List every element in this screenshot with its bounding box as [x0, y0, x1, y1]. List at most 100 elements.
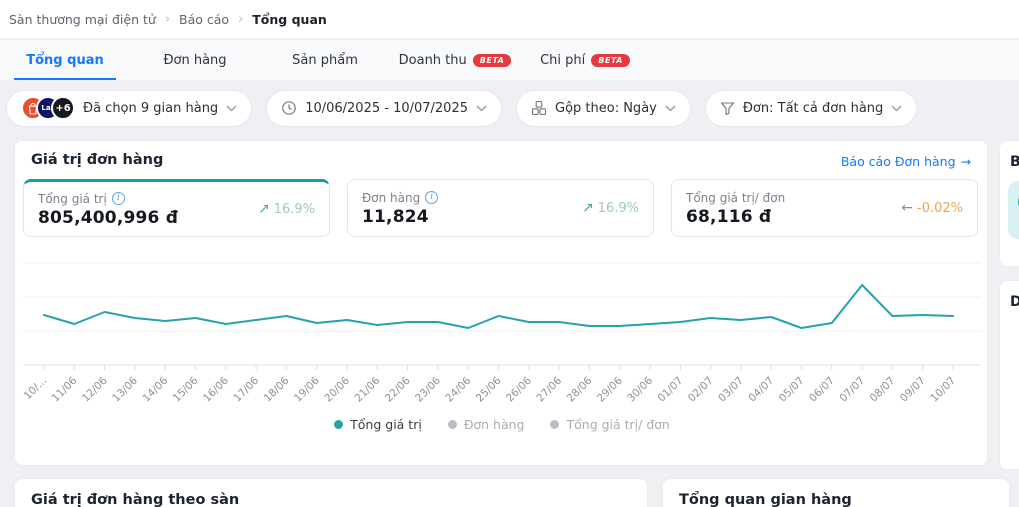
- svg-text:28/06: 28/06: [565, 374, 595, 404]
- value-by-marketplace-title: Giá trị đơn hàng theo sàn: [31, 492, 240, 507]
- svg-text:08/07: 08/07: [868, 375, 898, 405]
- svg-text:27/06: 27/06: [534, 374, 564, 404]
- svg-text:20/06: 20/06: [322, 374, 352, 404]
- svg-text:15/06: 15/06: [171, 374, 201, 404]
- breadcrumb-item-overview: Tổng quan: [252, 11, 327, 27]
- value-by-marketplace-panel: Giá trị đơn hàng theo sàn: [14, 478, 648, 507]
- legend-value-per-order-label: Tổng giá trị/ đơn: [566, 417, 670, 432]
- svg-text:07/07: 07/07: [837, 375, 867, 405]
- metric-value-per-order-label: Tổng giá trị/ đơn: [686, 190, 786, 205]
- info-icon[interactable]: i: [425, 191, 439, 204]
- tab-orders[interactable]: Đơn hàng: [130, 40, 260, 80]
- group-by-icon: [531, 100, 547, 115]
- report-tabs: Tổng quan Đơn hàng Sản phẩm Doanh thu BE…: [0, 40, 1019, 80]
- chevron-down-icon: [891, 104, 902, 112]
- svg-text:13/06: 13/06: [110, 374, 140, 404]
- svg-text:14/06: 14/06: [140, 374, 170, 404]
- order-report-link[interactable]: Báo cáo Đơn hàng →: [841, 154, 971, 169]
- order-report-link-label: Báo cáo Đơn hàng: [840, 154, 956, 169]
- shop-avatar-stack: Laz +6: [21, 96, 75, 120]
- metric-total-value: 805,400,996 đ: [38, 207, 179, 228]
- metric-card-value-per-order[interactable]: Tổng giá trị/ đơn 68,116 đ ← -0.02%: [671, 179, 978, 237]
- svg-text:04/07: 04/07: [746, 375, 776, 405]
- chevron-down-icon: [665, 104, 676, 112]
- svg-text:10/...: 10/...: [22, 375, 50, 403]
- svg-text:06/07: 06/07: [807, 375, 837, 405]
- legend-dot-icon: [334, 420, 344, 429]
- svg-text:10/07: 10/07: [928, 375, 958, 405]
- metric-value-per-order-value: 68,116 đ: [686, 206, 772, 227]
- metric-card-total-value[interactable]: Tổng giá trị i 805,400,996 đ ↗ 16.9%: [23, 179, 330, 237]
- right-panel-bottom: Da: [999, 280, 1019, 470]
- shops-overview-title: Tổng quan gian hàng: [679, 492, 852, 507]
- right-panel-top-title: Bá: [1010, 154, 1019, 170]
- tab-products[interactable]: Sản phẩm: [260, 40, 390, 80]
- tab-overview-label: Tổng quan: [26, 52, 104, 68]
- tab-revenue-label: Doanh thu: [398, 52, 467, 68]
- metric-orders-label: Đơn hàng: [362, 190, 421, 205]
- svg-text:22/06: 22/06: [383, 374, 413, 404]
- svg-text:16/06: 16/06: [201, 374, 231, 404]
- tab-revenue[interactable]: Doanh thu BETA: [390, 40, 520, 80]
- shop-selector-label: Đã chọn 9 gian hàng: [83, 100, 219, 116]
- tab-costs-label: Chi phí: [540, 52, 586, 68]
- legend-item-orders[interactable]: Đơn hàng: [447, 417, 524, 432]
- svg-text:17/06: 17/06: [231, 374, 261, 404]
- shops-overview-panel: Tổng quan gian hàng: [662, 478, 1010, 507]
- tab-costs[interactable]: Chi phí BETA: [520, 40, 650, 80]
- group-by-label: Gộp theo: Ngày: [555, 100, 657, 116]
- tab-overview[interactable]: Tổng quan: [0, 40, 130, 80]
- order-filter-label: Đơn: Tất cả đơn hàng: [742, 100, 884, 116]
- metric-total-value-label: Tổng giá trị: [38, 191, 107, 206]
- filter-bar: Laz +6 Đã chọn 9 gian hàng 10/06/2025 - …: [0, 80, 1019, 136]
- legend-item-value-per-order[interactable]: Tổng giá trị/ đơn: [550, 417, 670, 432]
- chart-legend: Tổng giá trị Đơn hàng Tổng giá trị/ đơn: [15, 417, 989, 432]
- legend-item-total-value[interactable]: Tổng giá trị: [334, 417, 422, 432]
- right-panel-bottom-title: Da: [1010, 294, 1019, 310]
- date-range-picker[interactable]: 10/06/2025 - 10/07/2025: [266, 89, 502, 127]
- order-filter-dropdown[interactable]: Đơn: Tất cả đơn hàng: [704, 89, 918, 127]
- breadcrumb-item-marketplace[interactable]: Sàn thương mại điện tử: [9, 11, 156, 27]
- svg-text:09/07: 09/07: [898, 375, 928, 405]
- breadcrumb-item-reports[interactable]: Báo cáo: [179, 11, 230, 27]
- metric-card-orders[interactable]: Đơn hàng i 11,824 ↗ 16.9%: [347, 179, 654, 237]
- svg-text:01/07: 01/07: [656, 375, 686, 405]
- svg-text:29/06: 29/06: [595, 374, 625, 404]
- date-range-value: 10/06/2025 - 10/07/2025: [305, 100, 468, 116]
- svg-text:23/06: 23/06: [413, 374, 443, 404]
- svg-text:21/06: 21/06: [353, 374, 383, 404]
- legend-dot-icon: [447, 420, 457, 429]
- shop-selector-dropdown[interactable]: Laz +6 Đã chọn 9 gian hàng: [6, 89, 253, 127]
- donut-chart-icon: [1008, 181, 1019, 239]
- svg-text:12/06: 12/06: [80, 374, 110, 404]
- svg-text:25/06: 25/06: [474, 374, 504, 404]
- legend-total-value-label: Tổng giá trị: [350, 417, 422, 432]
- breadcrumb-separator-icon: ›: [238, 11, 244, 27]
- more-shops-badge: +6: [51, 96, 75, 120]
- right-panel-top: Bá: [999, 140, 1019, 267]
- svg-text:03/07: 03/07: [716, 375, 746, 405]
- trend-down-icon: ←: [901, 200, 913, 216]
- svg-text:19/06: 19/06: [292, 374, 322, 404]
- metric-total-value-delta: 16.9%: [273, 201, 315, 217]
- order-value-panel: Giá trị đơn hàng Báo cáo Đơn hàng → Tổng…: [14, 140, 988, 466]
- beta-badge: BETA: [591, 53, 630, 67]
- info-icon[interactable]: i: [111, 192, 125, 205]
- tab-products-label: Sản phẩm: [292, 52, 358, 68]
- svg-text:24/06: 24/06: [443, 374, 473, 404]
- svg-text:02/07: 02/07: [686, 375, 716, 405]
- order-value-title: Giá trị đơn hàng: [31, 152, 164, 168]
- breadcrumb: Sàn thương mại điện tử › Báo cáo › Tổng …: [0, 0, 1019, 39]
- chevron-down-icon: [476, 104, 487, 112]
- legend-dot-icon: [550, 420, 560, 429]
- order-value-chart[interactable]: 10/... 11/06 12/06 13/06 14/06 15/06 16/06 17/0…: [22, 253, 981, 413]
- trend-up-icon: ↗: [257, 201, 270, 217]
- metric-value-per-order-delta: -0.02%: [917, 200, 963, 216]
- group-by-dropdown[interactable]: Gộp theo: Ngày: [516, 89, 691, 127]
- funnel-icon: [720, 101, 734, 115]
- svg-text:30/06: 30/06: [625, 374, 655, 404]
- chevron-down-icon: [226, 104, 237, 112]
- arrow-right-icon: →: [960, 154, 971, 169]
- svg-text:26/06: 26/06: [504, 374, 534, 404]
